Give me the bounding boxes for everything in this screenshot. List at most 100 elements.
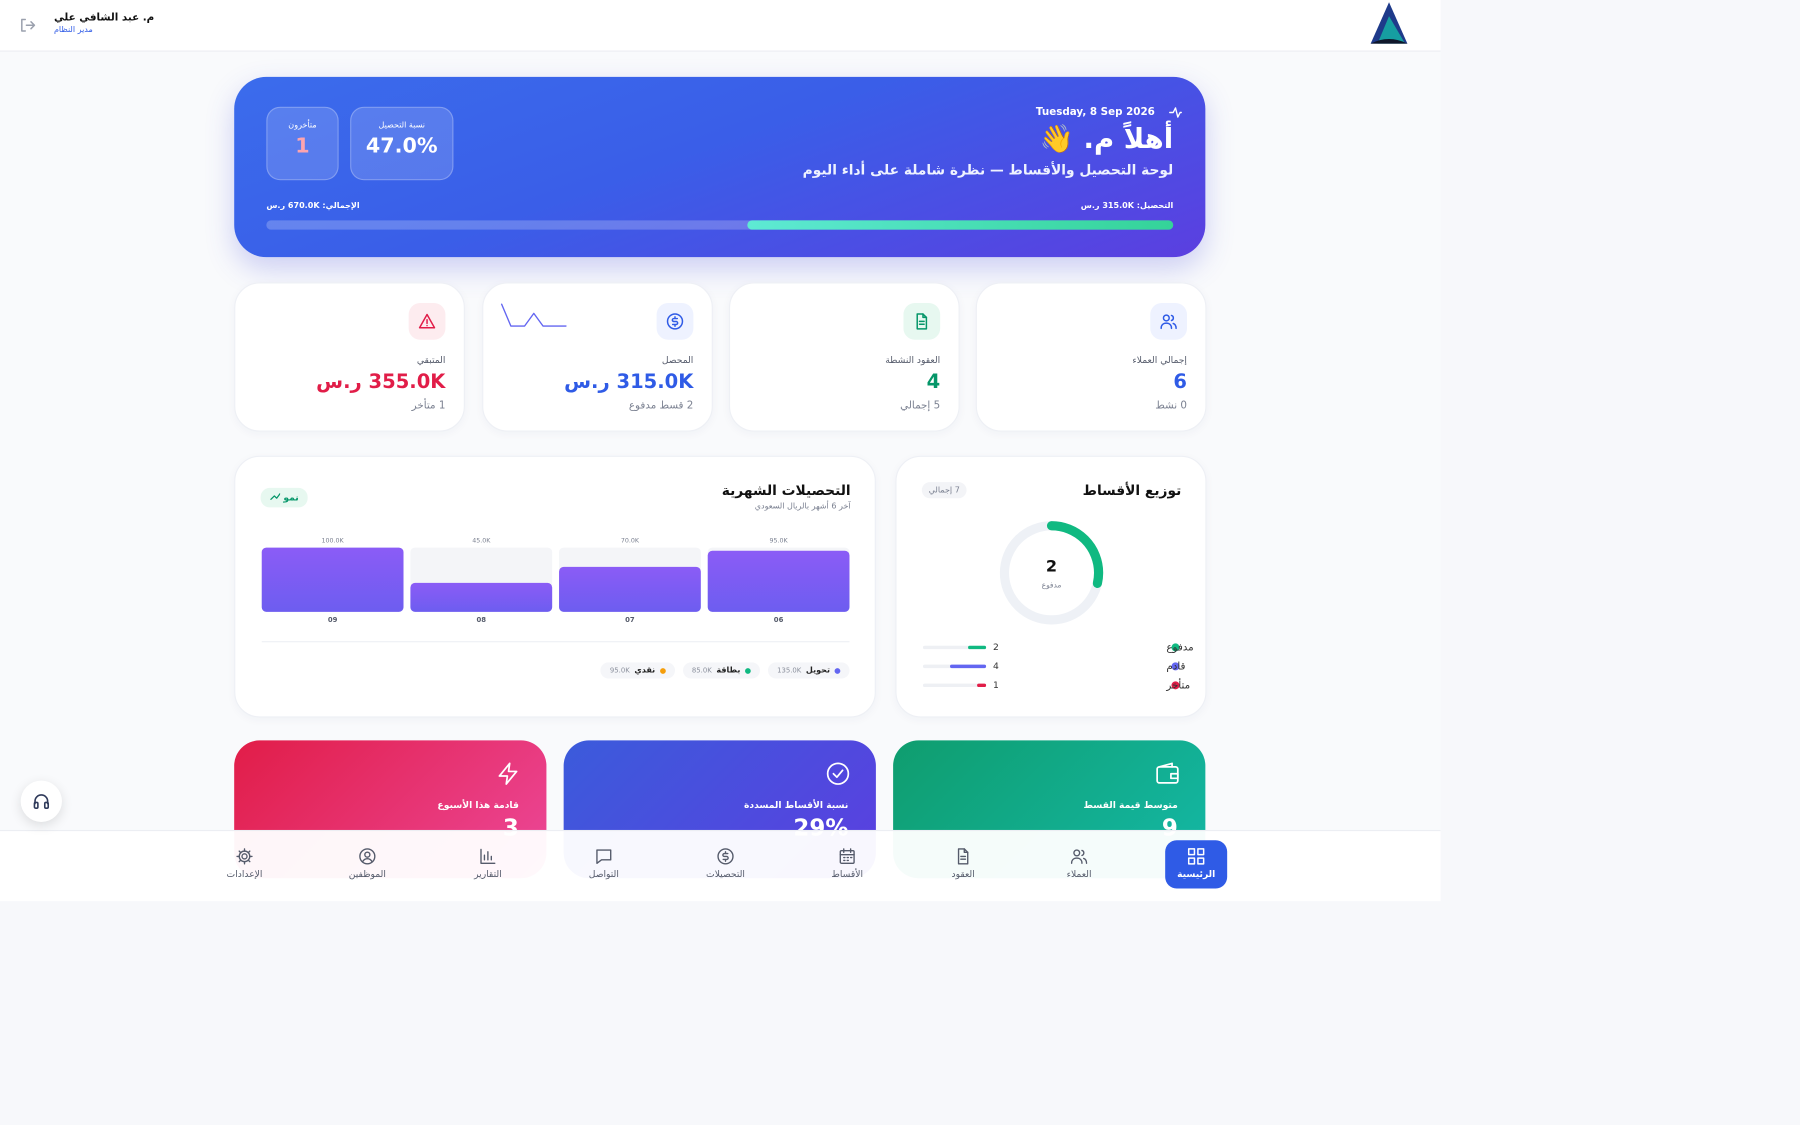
nav-item[interactable]: الموظفين (336, 840, 398, 888)
summary-label: نسبة الأقساط المسددة (743, 800, 849, 811)
kpi-card: إجمالي العملاء 6 0 نشط (975, 282, 1207, 432)
legend-value: 95.0K (609, 666, 630, 675)
donut-center-value: 2 (1046, 557, 1057, 576)
bar-value-label: 45.0K (472, 538, 491, 545)
nav-item[interactable]: التحصيلات (695, 840, 757, 888)
nav-item[interactable]: الإعدادات (214, 840, 276, 888)
legend-chip: نقدي 95.0K (600, 662, 675, 679)
stat-value: 1 (295, 134, 310, 159)
legend-label: مدفوع (1166, 641, 1193, 653)
legend-label: قادم (1166, 660, 1185, 672)
legend-dot (1171, 681, 1180, 690)
nav-item[interactable]: الأقساط (816, 840, 878, 888)
user-name: م. عبد الشافي علي (53, 12, 155, 25)
nav-label[interactable]: التحصيلات (706, 869, 745, 880)
main-area: م. عبد الشافي علي مدير النظام Tuesday, 8… (0, 0, 1441, 889)
stat-box: متأخرون 1 (266, 106, 339, 181)
kpi-icon (656, 303, 694, 340)
bar-value-label: 95.0K (770, 538, 789, 545)
nav-item[interactable]: العملاء (1048, 840, 1110, 888)
legend-label: متأخر (1165, 677, 1190, 691)
legend: تحويل 135.0K بطاقة 85.0K نقدي 95.0K (600, 662, 850, 679)
legend-dot (659, 667, 666, 674)
monthly-card: التحصيلات الشهرية آخر 6 أشهر بالريال الس… (234, 455, 876, 718)
bar (410, 582, 553, 612)
legend-value: 135.0K (777, 666, 802, 675)
legend-chip: تحويل 135.0K (767, 662, 850, 679)
collected-label: التحصيل: 315.0K ر.س (1081, 201, 1173, 210)
nav-label[interactable]: العملاء (1066, 869, 1092, 880)
badge-text: نمو (283, 492, 299, 503)
kpi-sub: 2 قسط مدفوع (628, 400, 694, 413)
legend-value: 1 (993, 680, 999, 691)
collected-amount: 315.0K ر.س (1080, 200, 1134, 211)
month-label: 06 (774, 616, 784, 624)
legend-bar (950, 664, 987, 669)
sparkline (500, 303, 567, 327)
support-button[interactable] (20, 780, 62, 822)
nav-item[interactable]: العقود (932, 840, 994, 888)
kpi-label: إجمالي العملاء (1132, 354, 1187, 366)
check-icon (826, 762, 850, 785)
stat-label: متأخرون (288, 120, 317, 130)
donut-center-label: مدفوع (1042, 580, 1062, 589)
logout-button[interactable] (18, 16, 36, 34)
card-title: توزيع الأقساط (1082, 482, 1182, 499)
total-caption: الإجمالي: (322, 200, 360, 211)
date: Tuesday, 8 Sep 2026 (1035, 106, 1155, 119)
bar (707, 550, 850, 612)
kpi-card: المحصل 315.0K ر.س 2 قسط مدفوع (482, 282, 713, 432)
bar-value-label: 70.0K (621, 538, 640, 545)
kpi-icon (408, 303, 446, 340)
card-title: التحصيلات الشهرية (721, 482, 851, 499)
bar (261, 547, 404, 612)
hero-subtitle: لوحة التحصيل والأقساط — نظرة شاملة على أ… (802, 161, 1174, 178)
header: م. عبد الشافي علي مدير النظام (0, 0, 1441, 52)
kpi-label: المحصل (661, 354, 694, 366)
stat-value: 47.0% (365, 134, 438, 159)
hero-card: Tuesday, 8 Sep 2026 أهلاً م. 👋 لوحة التح… (234, 76, 1206, 258)
logo (1370, 2, 1408, 44)
nav-label[interactable]: الإعدادات (226, 869, 263, 880)
wallet-icon (1156, 762, 1179, 784)
nav-label[interactable]: التقارير (474, 869, 502, 880)
kpi-sub: 5 إجمالي (900, 400, 941, 413)
bar-chart: 100.0K 09 45.0K 08 70.0K 07 95.0K 06 (261, 538, 850, 643)
growth-badge: نمو (260, 487, 308, 508)
nav-item[interactable]: التواصل (573, 840, 635, 888)
stat-box: نسبة التحصيل 47.0% (350, 106, 454, 181)
pulse-icon (1169, 107, 1182, 118)
bar-value-label: 100.0K (322, 538, 345, 545)
nav-label[interactable]: الموظفين (348, 869, 386, 880)
nav-label[interactable]: الرئيسية (1177, 869, 1216, 880)
donut-arc (999, 521, 1104, 625)
legend-dot (834, 667, 841, 674)
legend-bar (977, 683, 987, 688)
nav-label[interactable]: العقود (951, 869, 975, 880)
nav-label[interactable]: التواصل (588, 869, 619, 880)
legend-dot (744, 667, 751, 674)
nav-label[interactable]: الأقساط (831, 869, 864, 880)
total-amount: 670.0K ر.س (266, 200, 320, 211)
kpi-value: 315.0K ر.س (564, 370, 694, 394)
kpi-card: العقود النشطة 4 5 إجمالي (728, 282, 960, 432)
total-badge: 7 إجمالي (921, 482, 967, 499)
legend-label: تحويل (805, 665, 830, 676)
legend-value: 2 (993, 642, 999, 653)
legend-dot (1171, 662, 1180, 671)
nav-item[interactable]: الرئيسية (1165, 840, 1228, 889)
kpi-card: المتبقي 355.0K ر.س 1 متأخر (234, 282, 465, 432)
legend-chip: بطاقة 85.0K (682, 662, 760, 679)
kpi-value: 6 (1173, 370, 1187, 394)
kpi-icon (1150, 303, 1187, 340)
legend-value: 4 (993, 661, 999, 672)
progress-track (266, 220, 1174, 230)
user-role: مدير النظام (53, 25, 93, 35)
donut-card: توزيع الأقساط 7 إجمالي 2 مدفوع مدفوع 2 قادم 4… (895, 455, 1207, 718)
donut-chart: 2 مدفوع مدفوع 2 قادم 4 متأخر 1 (922, 521, 1194, 691)
kpi-sub: 0 نشط (1155, 400, 1187, 413)
nav-item[interactable]: التقارير (457, 840, 519, 888)
kpi-value: 355.0K ر.س (316, 370, 446, 394)
